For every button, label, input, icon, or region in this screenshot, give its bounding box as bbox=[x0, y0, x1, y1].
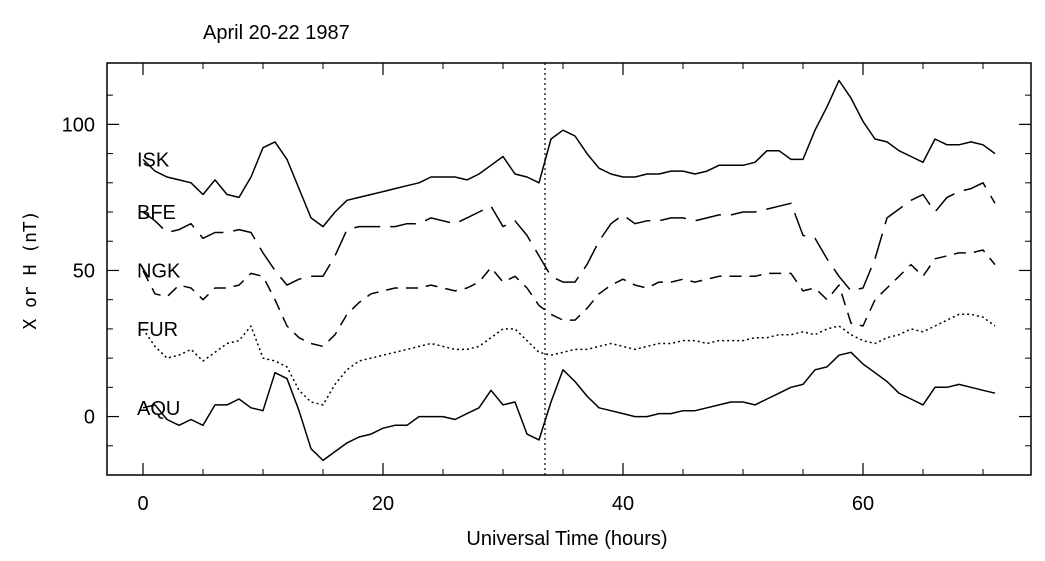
plot-frame bbox=[106, 62, 1032, 476]
y-tick-label: 0 bbox=[84, 407, 95, 429]
y-axis-label: X or H (nT) bbox=[20, 210, 41, 329]
x-tick-label: 40 bbox=[612, 493, 634, 515]
series-line-ngk bbox=[142, 249, 996, 348]
series-label-ngk: NGK bbox=[137, 260, 181, 282]
series-label-isk: ISK bbox=[137, 149, 170, 171]
y-tick-label: 100 bbox=[62, 114, 95, 136]
x-tick-label: 0 bbox=[137, 493, 148, 515]
y-tick-label: 50 bbox=[73, 260, 95, 282]
axis-ticks: 0 20 40 60 0 50 100 bbox=[62, 63, 1031, 515]
series-label-fur: FUR bbox=[137, 319, 178, 341]
series-lines: ISK BFE NGK FUR AQU bbox=[137, 63, 996, 475]
series-label-bfe: BFE bbox=[137, 202, 176, 224]
x-tick-label: 20 bbox=[372, 493, 394, 515]
series-label-aqu: AQU bbox=[137, 398, 180, 420]
x-tick-label: 60 bbox=[852, 493, 874, 515]
series-line-aqu bbox=[142, 351, 996, 462]
x-axis-label: Universal Time (hours) bbox=[466, 528, 667, 550]
series-line-bfe bbox=[142, 182, 996, 292]
chart-title: April 20-22 1987 bbox=[203, 22, 350, 44]
series-line-fur bbox=[142, 313, 996, 406]
series-line-isk bbox=[142, 79, 996, 228]
